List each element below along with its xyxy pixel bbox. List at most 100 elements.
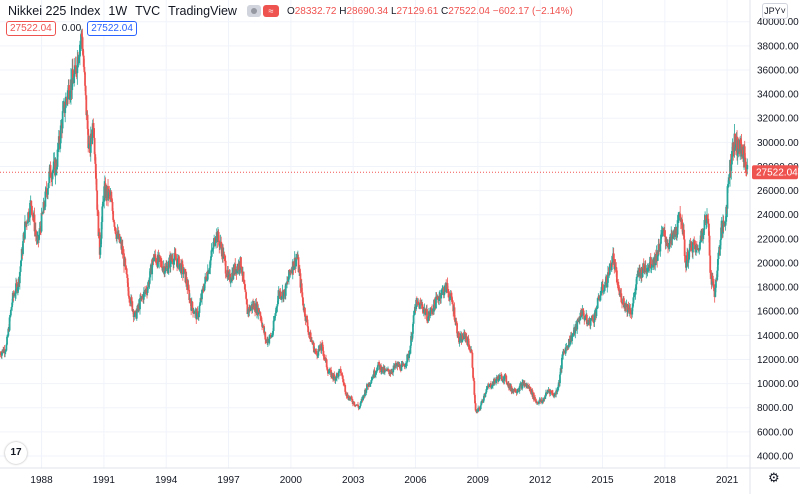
- candle-body: [38, 234, 40, 241]
- exchange-label: TVC: [135, 4, 161, 18]
- candle-body: [683, 239, 686, 257]
- price-badge-red: 27522.04: [6, 21, 56, 36]
- candle-body: [4, 350, 7, 352]
- candle-body: [171, 258, 174, 263]
- candle-body: [461, 335, 464, 339]
- tradingview-logo-icon[interactable]: 17: [5, 442, 27, 464]
- candle-body: [364, 389, 366, 397]
- candle-body: [155, 257, 157, 263]
- candle-body: [116, 234, 118, 239]
- candle-body: [472, 377, 475, 381]
- time-axis[interactable]: 1988 1991 1994 1997 2000 2003 2006 2009 2012 2015…: [30, 475, 738, 486]
- candle-body: [169, 255, 172, 267]
- candle-body: [698, 249, 701, 251]
- interval-label[interactable]: 1W: [108, 4, 128, 18]
- candle-body: [441, 289, 444, 290]
- candle-body: [264, 332, 267, 340]
- candle-body: [346, 394, 349, 399]
- candle-body: [112, 219, 115, 223]
- candle-body: [224, 260, 227, 274]
- candle-body: [87, 143, 90, 149]
- candle-body: [413, 314, 416, 316]
- symbol-name[interactable]: Nikkei 225 Index: [8, 4, 101, 18]
- candle-body: [660, 234, 662, 244]
- vertical-gridlines: [41, 0, 728, 468]
- candle-body: [172, 258, 175, 265]
- candle-body: [194, 310, 196, 314]
- candle-body: [79, 44, 81, 55]
- candle-body: [487, 385, 490, 387]
- candle-body: [490, 387, 493, 388]
- wave-icon[interactable]: ≈: [262, 5, 279, 17]
- candle-body: [483, 395, 485, 401]
- currency-selector[interactable]: JPY˅: [762, 3, 788, 19]
- candle-body: [227, 270, 230, 277]
- candle-body: [57, 148, 60, 150]
- candle-body: [506, 382, 508, 384]
- candle-body: [514, 388, 517, 392]
- candle-body: [739, 139, 742, 144]
- candle-body: [0, 353, 2, 355]
- candle-body: [603, 285, 606, 291]
- candle-body: [446, 283, 449, 290]
- candle-body: [716, 270, 719, 280]
- candle-body: [218, 240, 221, 247]
- x-tick-label: 2021: [716, 475, 739, 486]
- candle-body: [490, 383, 492, 388]
- candle-body: [727, 183, 730, 187]
- candle-body: [331, 373, 334, 377]
- candle-body: [696, 245, 699, 250]
- candle-body: [629, 308, 632, 314]
- candle-body: [415, 299, 418, 310]
- eye-icon[interactable]: [246, 5, 261, 17]
- gear-icon[interactable]: ⚙: [768, 470, 780, 485]
- candle-body: [110, 195, 113, 200]
- candle-body: [302, 305, 305, 311]
- candle-body: [641, 273, 644, 278]
- candle-body: [636, 273, 639, 278]
- candle-body: [390, 371, 393, 374]
- candle-body: [209, 260, 212, 268]
- candle-body: [479, 408, 481, 410]
- candle-body: [656, 255, 659, 261]
- candle-body: [164, 271, 166, 274]
- candle-body: [315, 350, 318, 353]
- candle-body: [28, 217, 31, 219]
- candle-body: [80, 33, 83, 42]
- candle-body: [603, 290, 605, 292]
- candle-body: [261, 322, 263, 327]
- candle-body: [313, 349, 316, 352]
- candle-body: [50, 177, 53, 179]
- low-label: L: [390, 5, 397, 17]
- candle-body: [178, 256, 180, 270]
- candle-body: [373, 370, 376, 376]
- candle-body: [580, 315, 583, 317]
- candle-body: [183, 268, 186, 274]
- candle-body: [296, 257, 299, 259]
- candle-body: [618, 290, 621, 296]
- candle-body: [204, 276, 207, 284]
- price-axis[interactable]: 4000.00 6000.00 8000.00 10000.00 12000.00 140…: [757, 17, 799, 462]
- candle-body: [113, 222, 116, 227]
- x-tick-label: 1988: [30, 475, 53, 486]
- candle-body: [22, 241, 24, 254]
- candle-body: [26, 222, 29, 224]
- candle-body: [496, 377, 499, 379]
- candle-body: [153, 257, 155, 262]
- candle-body: [260, 317, 263, 323]
- candle-body: [370, 379, 373, 383]
- candle-body: [417, 301, 419, 304]
- candle-body: [730, 164, 733, 171]
- candle-body: [253, 303, 256, 311]
- candle-body: [31, 206, 33, 215]
- candle-body: [131, 301, 134, 311]
- candle-body: [589, 320, 592, 326]
- candle-body: [631, 307, 634, 315]
- candle-body: [612, 253, 615, 260]
- candle-body: [33, 214, 36, 232]
- candle-body: [24, 221, 26, 239]
- candle-body: [516, 391, 519, 393]
- candle-body: [708, 235, 711, 256]
- candle-body: [619, 293, 621, 296]
